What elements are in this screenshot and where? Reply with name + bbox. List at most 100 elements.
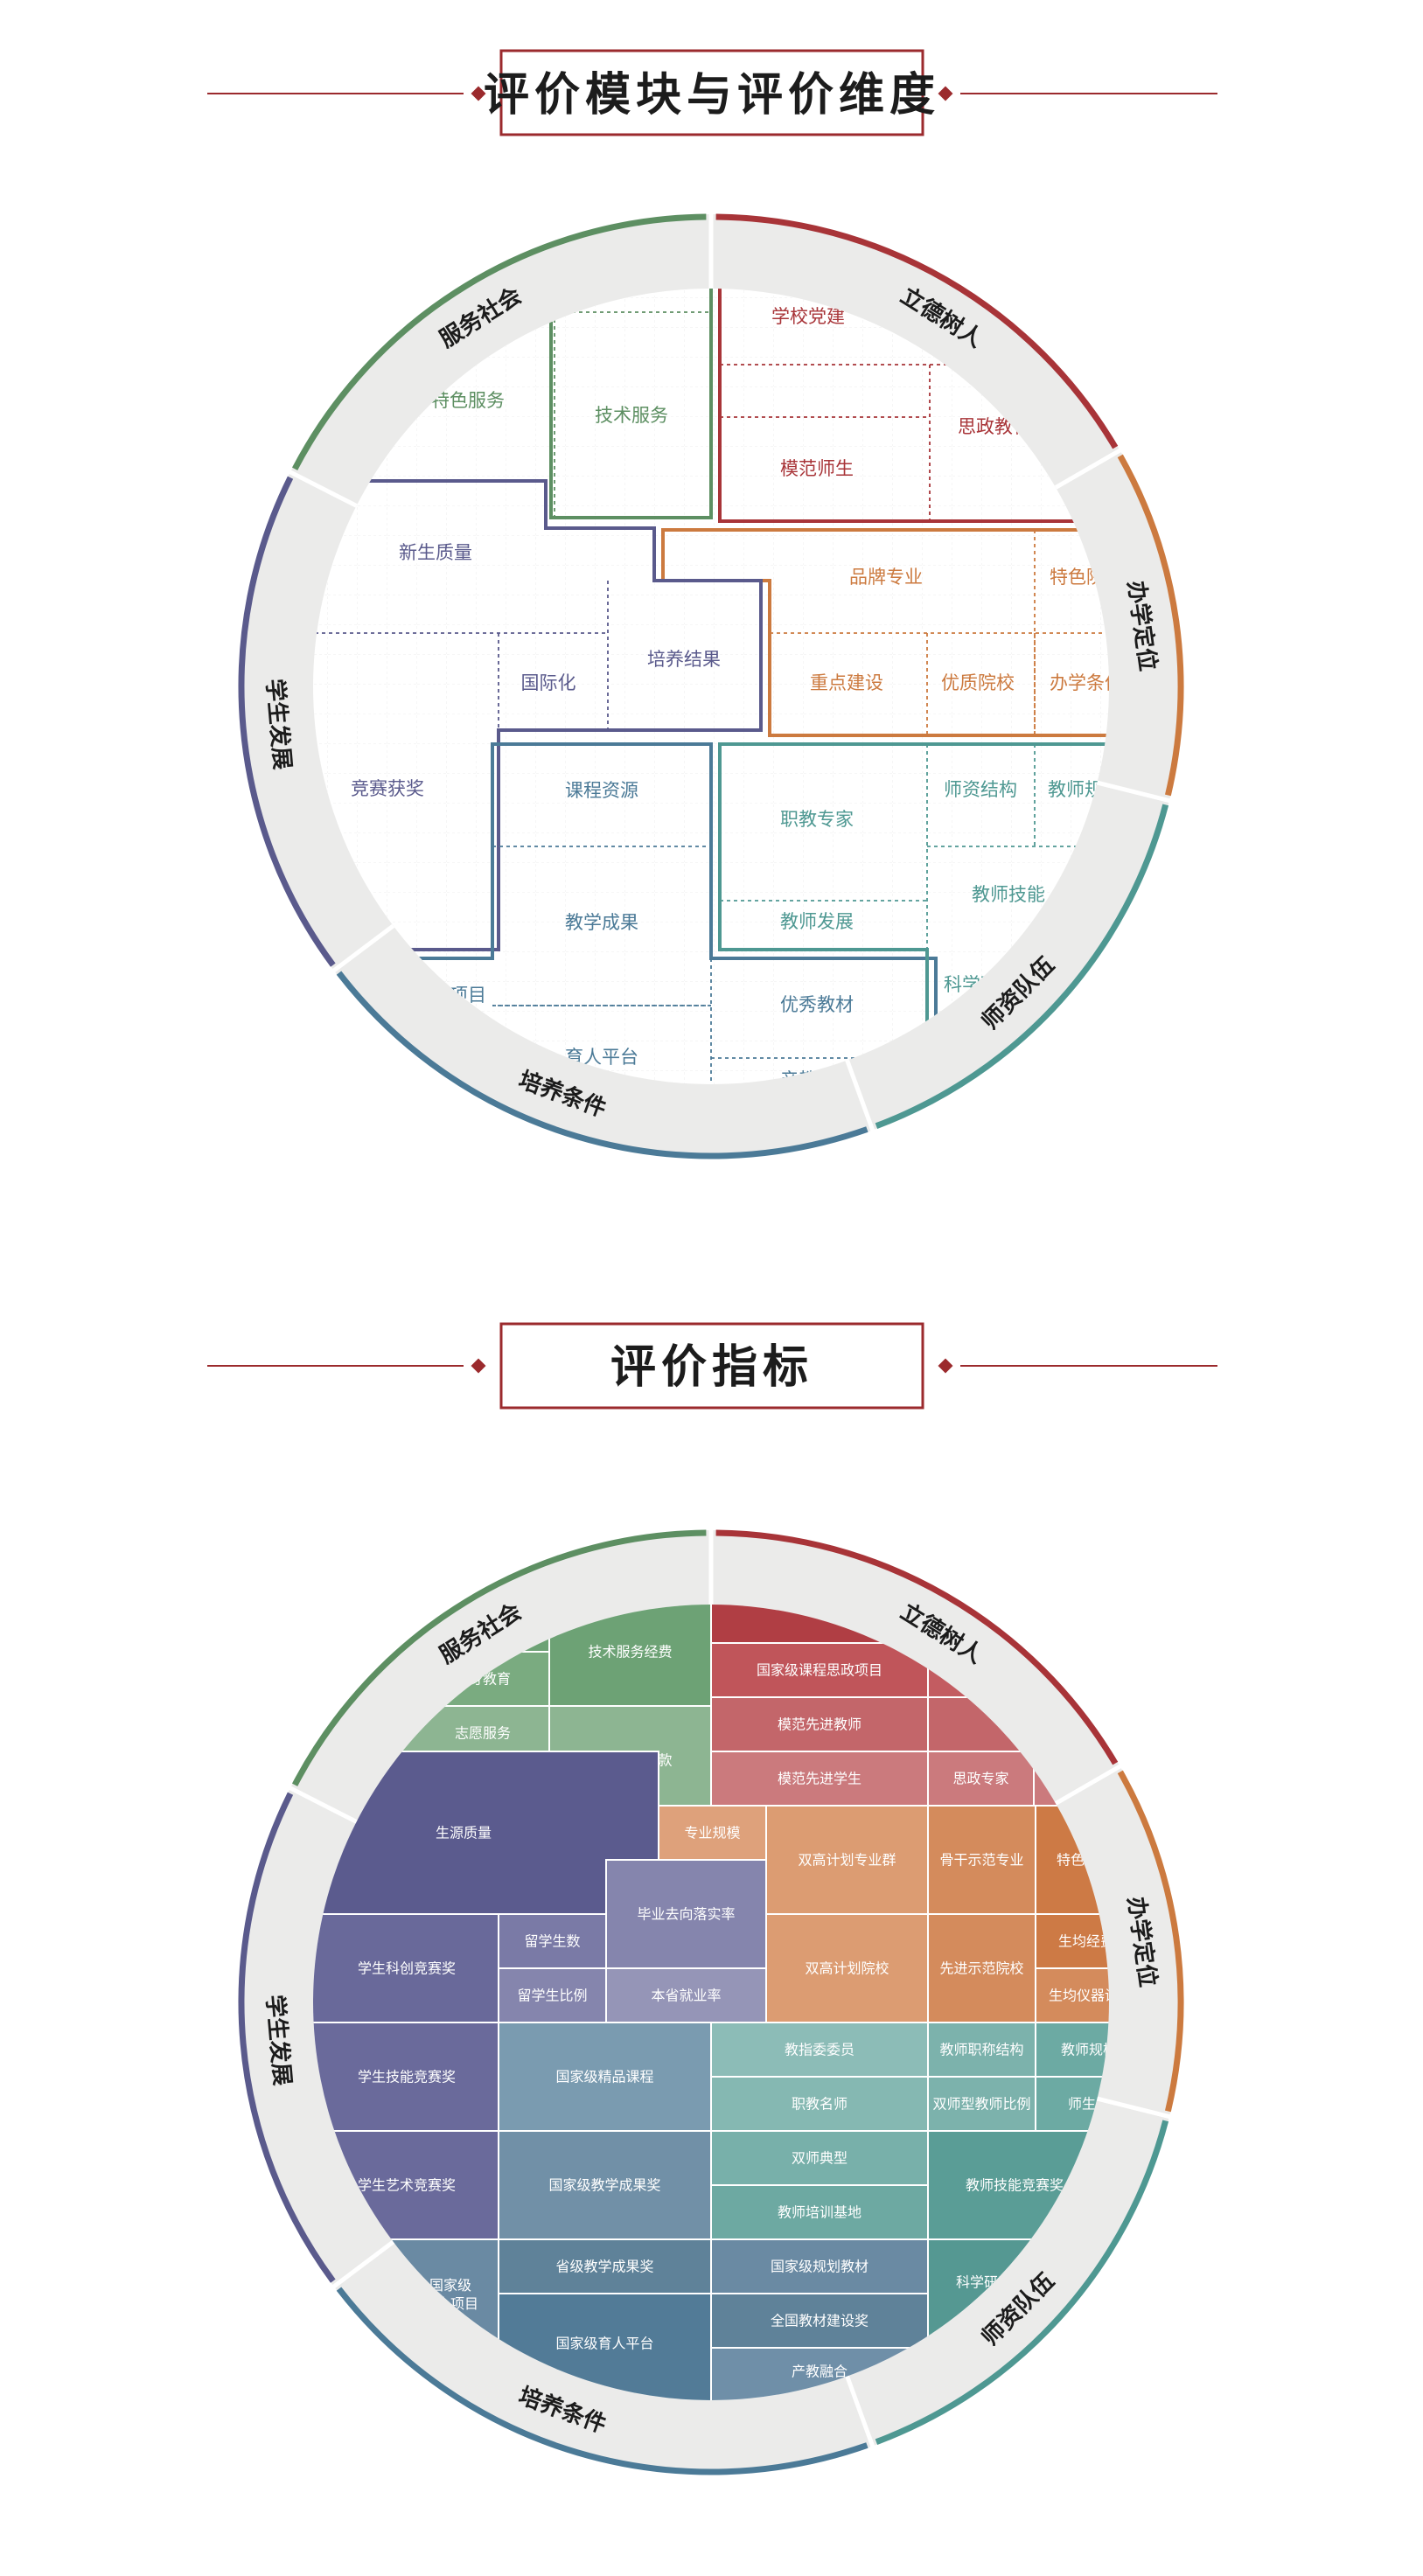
indicator-label-byqx: 毕业去向落实率 xyxy=(637,1906,735,1923)
ring-separator xyxy=(845,2375,875,2449)
bottom-title: 评价指标 xyxy=(610,1341,813,1394)
ring-arc-szdw xyxy=(875,804,1169,1129)
indicator-cell-jnjs xyxy=(313,2022,499,2132)
group-border-szdw xyxy=(718,742,1109,1076)
indicator-label-qgjc: 全国教材建设奖 xyxy=(771,2313,868,2329)
diamond-icon xyxy=(471,1358,486,1374)
indicator-cell-sjjxcg xyxy=(498,2238,712,2294)
indicator-label-jsfwjf: 技术服务经费 xyxy=(588,1644,672,1660)
group-border-xsfz xyxy=(313,479,763,951)
indicator-label-jszc: 教师职称结构 xyxy=(939,2042,1023,2058)
ring-separator xyxy=(287,469,358,508)
indicator-label-jzwy: 教指委委员 xyxy=(785,2042,854,2058)
indicator-label-gjjxcg: 国家级教学成果奖 xyxy=(548,2177,660,2194)
indicator-cell-jszc xyxy=(927,2022,1036,2078)
ring-arc-szdw xyxy=(875,2120,1169,2445)
indicator-label-sjyq: 生均仪器设备值 xyxy=(1049,1988,1147,2004)
indicator-label-ssxbl: 双师型教师比例 xyxy=(932,2096,1030,2113)
module-label-jshj: 竞赛获奖 xyxy=(351,778,424,799)
indicator-label-xjsf: 先进示范院校 xyxy=(939,1960,1023,1977)
indicator-label-ggsf: 骨干示范专业 xyxy=(939,1852,1023,1869)
indicator-label-mfxs: 模范先进学生 xyxy=(778,1771,861,1787)
ring-arc-ldsr xyxy=(715,1529,1119,1765)
ring-arc-xsfz xyxy=(238,1792,336,2283)
indicator-label-syzl: 生源质量 xyxy=(436,1825,492,1841)
indicator-label-zjms: 职教名师 xyxy=(792,2096,848,2113)
module-label-szjg: 师资结构 xyxy=(944,779,1017,800)
indicator-cell-ssxbl xyxy=(927,2076,1036,2132)
module-label-jsfz: 教师发展 xyxy=(780,911,854,932)
indicator-cell-gjjpk xyxy=(498,2022,712,2132)
indicator-label-jsjn: 教师技能竞赛奖 xyxy=(966,2177,1064,2194)
diamond-icon xyxy=(938,1358,953,1374)
indicator-label-jspx: 教师培训基地 xyxy=(778,2204,861,2221)
indicator-cell-mfxs xyxy=(710,1751,929,1807)
ring-arc-fwsh xyxy=(291,1529,707,1786)
diamond-icon xyxy=(938,86,953,101)
indicator-label-gjghjc: 国家级规划教材 xyxy=(771,2259,868,2275)
indicator-label-gjjkc: 国家级课程思政项目 xyxy=(757,1662,882,1679)
indicator-cell-sjyq xyxy=(1035,1967,1109,2023)
ring-arc-bxdw xyxy=(1117,1770,1184,2113)
indicator-cell-lxss xyxy=(498,1913,607,1969)
title-box xyxy=(499,49,924,136)
bottom-header: 评价指标 xyxy=(207,1322,1217,1410)
module-label-yzyx: 优质院校 xyxy=(941,672,1015,693)
module-label-bxtj: 办学条件 xyxy=(1050,672,1123,693)
indicator-cell-sgzy xyxy=(765,1805,929,1915)
indicator-label-szzj: 思政专家 xyxy=(952,1771,1008,1787)
diamond-icon xyxy=(471,86,486,101)
ring-separator xyxy=(287,1785,358,1824)
indicator-cell-zjms xyxy=(710,2076,929,2132)
title-box xyxy=(499,1322,924,1410)
module-label-zdjs: 重点建设 xyxy=(810,672,883,693)
indicator-cell-jspx xyxy=(710,2184,929,2240)
ring-arc-pytj xyxy=(336,2287,868,2475)
group-border-pytj xyxy=(313,742,938,1076)
module-label-jsjn: 教师技能 xyxy=(972,884,1045,905)
ring-arc-bxdw xyxy=(1117,454,1184,797)
group-border-ldsr xyxy=(718,289,1109,523)
indicator-label-jsgm: 教师规模 xyxy=(1061,2042,1117,2058)
ring-arc-fwsh xyxy=(291,213,707,470)
top-header: 评价模块与评价维度 xyxy=(207,49,1217,136)
bottom-diagram: 专利授权数技术服务经费技术服务到款乡村振兴终身教育志愿服务党建工作示范单位国家级… xyxy=(238,1528,1184,2475)
ring-arc-ldsr xyxy=(715,213,1119,449)
module-label-zjzj: 职教专家 xyxy=(780,809,854,830)
ring-separator xyxy=(845,1059,875,1133)
module-label-tsfw: 特色服务 xyxy=(431,390,505,411)
module-label-kczy: 课程资源 xyxy=(565,780,638,801)
module-label-jsfw: 技术服务 xyxy=(595,405,668,426)
indicator-label-cjrh: 产教融合 xyxy=(792,2364,848,2380)
indicator-label-sgzy: 双高计划专业群 xyxy=(798,1852,896,1869)
ring-separator xyxy=(331,2239,395,2290)
ring-separator xyxy=(1096,2096,1172,2120)
indicator-label-mfjs: 模范先进教师 xyxy=(778,1716,861,1733)
top-diagram: 专利服务特色服务技术服务学校党建思政教育模范师生品牌专业特色院校重点建设优质院校… xyxy=(238,212,1184,1159)
indicator-label-sjjxcg: 省级教学成果奖 xyxy=(555,2259,653,2275)
indicator-cell-jsgm xyxy=(1035,2022,1109,2078)
ring-arc-pytj xyxy=(336,971,868,1159)
ring-separator xyxy=(331,923,395,974)
indicator-cell-lxbl xyxy=(498,1967,607,2023)
module-label-xxdj: 学校党建 xyxy=(771,306,845,327)
indicator-label-kcjs: 学生科创竞赛奖 xyxy=(358,1960,456,1977)
module-label-pyjg: 培养结果 xyxy=(647,649,721,670)
module-label-gjh: 国际化 xyxy=(521,672,576,693)
indicator-label-zyfw: 志愿服务 xyxy=(455,1725,511,1742)
indicator-label-gjyrpt: 国家级育人平台 xyxy=(555,2336,653,2352)
indicator-label-bsjy: 本省就业率 xyxy=(651,1988,721,2004)
module-label-yxjc: 优秀教材 xyxy=(780,994,854,1015)
module-label-jxcg: 教学成果 xyxy=(565,912,638,933)
indicator-label-lxss: 留学生数 xyxy=(524,1933,580,1950)
indicator-label-lxbl: 留学生比例 xyxy=(517,1988,587,2004)
indicator-label-ssdx: 双师典型 xyxy=(792,2150,848,2167)
module-label-ppzy: 品牌专业 xyxy=(849,567,923,588)
indicator-label-jnjs: 学生技能竞赛奖 xyxy=(358,2069,456,2085)
module-label-mfss: 模范师生 xyxy=(780,458,854,479)
indicator-label-sjjf: 生均经费 xyxy=(1058,1933,1114,1950)
indicator-cell-bsjy xyxy=(605,1967,767,2023)
top-title: 评价模块与评价维度 xyxy=(484,69,940,122)
indicator-label-sgyx: 双高计划院校 xyxy=(805,1960,889,1977)
